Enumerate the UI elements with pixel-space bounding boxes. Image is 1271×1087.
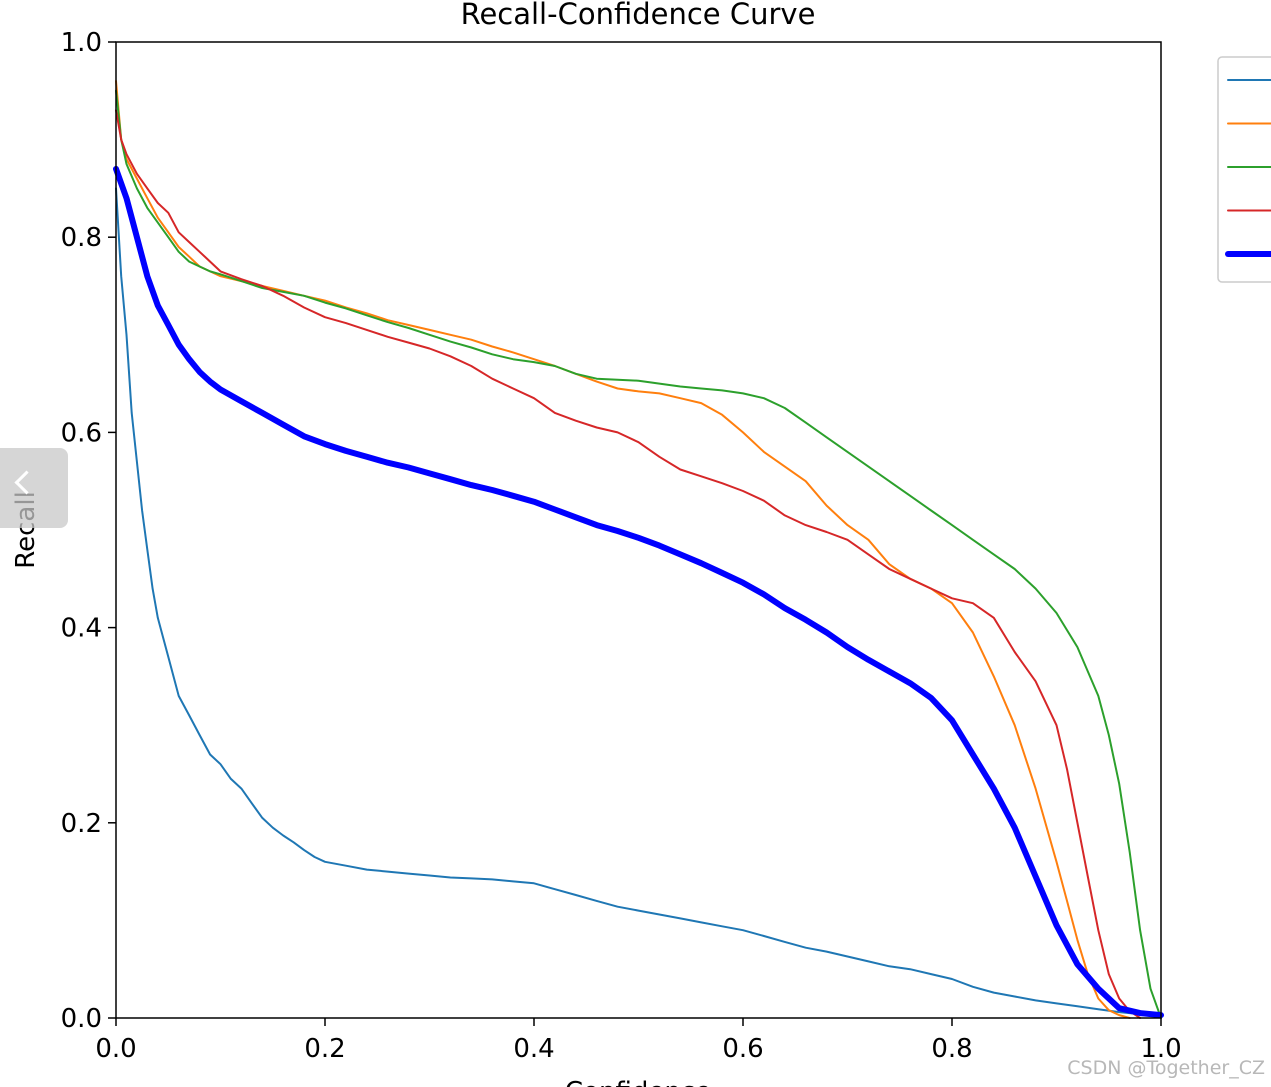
series-line-3	[115, 89, 1162, 1019]
series-line-5	[113, 165, 1164, 1019]
legend-items	[1225, 79, 1271, 257]
chevron-left-icon	[14, 470, 39, 495]
legend	[1217, 56, 1271, 283]
x-axis: 0.0 0.2 0.4 0.6 0.8 1.0	[95, 1018, 1182, 1064]
x-tick-label-1: 0.2	[304, 1034, 345, 1064]
y-axis: 0.0 0.2 0.4 0.6 0.8 1.0	[61, 28, 116, 1034]
y-tick-label-0: 0.0	[61, 1004, 102, 1034]
y-tick-label-3: 0.6	[61, 418, 102, 448]
x-tick-label-5: 1.0	[1140, 1034, 1181, 1064]
series-line-1	[115, 187, 1162, 1017]
y-tick-label-5: 1.0	[61, 28, 102, 58]
series-line-2	[115, 80, 1131, 1019]
x-tick-label-2: 0.4	[513, 1034, 554, 1064]
x-tick-label-4: 0.8	[931, 1034, 972, 1064]
side-collapse-handle[interactable]	[0, 448, 68, 528]
legend-box	[1217, 56, 1271, 283]
y-tick-label-4: 0.8	[61, 223, 102, 253]
watermark: CSDN @Together_CZ	[1067, 1057, 1265, 1079]
series-layer	[113, 80, 1164, 1019]
y-tick-label-1: 0.2	[61, 809, 102, 839]
y-tick-label-2: 0.4	[61, 614, 102, 644]
x-tick-label-0: 0.0	[95, 1034, 136, 1064]
chart-title: Recall-Confidence Curve	[461, 0, 816, 31]
plot-frame	[115, 41, 1162, 1019]
series-line-4	[115, 109, 1142, 1019]
x-axis-label: Confidence	[565, 1077, 711, 1087]
x-tick-label-3: 0.6	[722, 1034, 763, 1064]
